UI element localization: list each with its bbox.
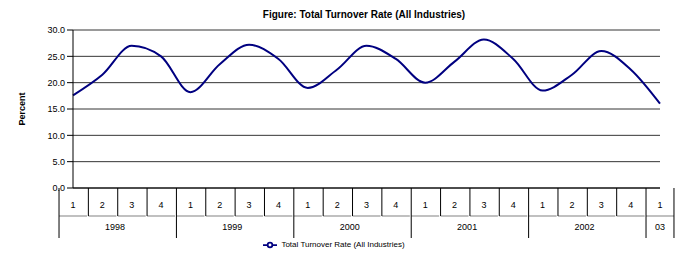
- svg-text:4: 4: [628, 200, 633, 210]
- svg-text:30.0: 30.0: [47, 25, 65, 35]
- svg-text:2000: 2000: [340, 222, 360, 232]
- svg-text:3: 3: [599, 200, 604, 210]
- svg-text:2: 2: [100, 200, 105, 210]
- svg-text:2: 2: [569, 200, 574, 210]
- svg-text:20.0: 20.0: [47, 78, 65, 88]
- svg-text:15.0: 15.0: [47, 104, 65, 114]
- svg-text:1: 1: [70, 200, 75, 210]
- svg-text:1: 1: [188, 200, 193, 210]
- svg-text:2001: 2001: [457, 222, 477, 232]
- svg-text:4: 4: [276, 200, 281, 210]
- svg-text:0.0: 0.0: [52, 183, 65, 193]
- svg-text:1: 1: [305, 200, 310, 210]
- svg-text:2: 2: [335, 200, 340, 210]
- svg-text:4: 4: [159, 200, 164, 210]
- html-text:Total Turnover Rate (All Indus: Total Turnover Rate (All Industries): [281, 240, 405, 250]
- svg-text:2002: 2002: [575, 222, 595, 232]
- svg-text:1998: 1998: [105, 222, 125, 232]
- svg-text:3: 3: [364, 200, 369, 210]
- svg-text:1: 1: [657, 200, 662, 210]
- svg-text:4: 4: [511, 200, 516, 210]
- svg-text:3: 3: [247, 200, 252, 210]
- svg-text:2: 2: [452, 200, 457, 210]
- svg-text:03: 03: [655, 222, 665, 232]
- svg-text:10.0: 10.0: [47, 131, 65, 141]
- svg-text:1: 1: [423, 200, 428, 210]
- svg-text:5.0: 5.0: [52, 157, 65, 167]
- svg-text:Percent: Percent: [17, 92, 27, 125]
- html-text:Figure: Total Turnover Rate (A: Figure: Total Turnover Rate (All Industr…: [262, 9, 466, 20]
- svg-text:1999: 1999: [222, 222, 242, 232]
- svg-text:2: 2: [217, 200, 222, 210]
- svg-text:3: 3: [129, 200, 134, 210]
- svg-text:25.0: 25.0: [47, 52, 65, 62]
- svg-text:4: 4: [393, 200, 398, 210]
- svg-text:1: 1: [540, 200, 545, 210]
- svg-text:3: 3: [481, 200, 486, 210]
